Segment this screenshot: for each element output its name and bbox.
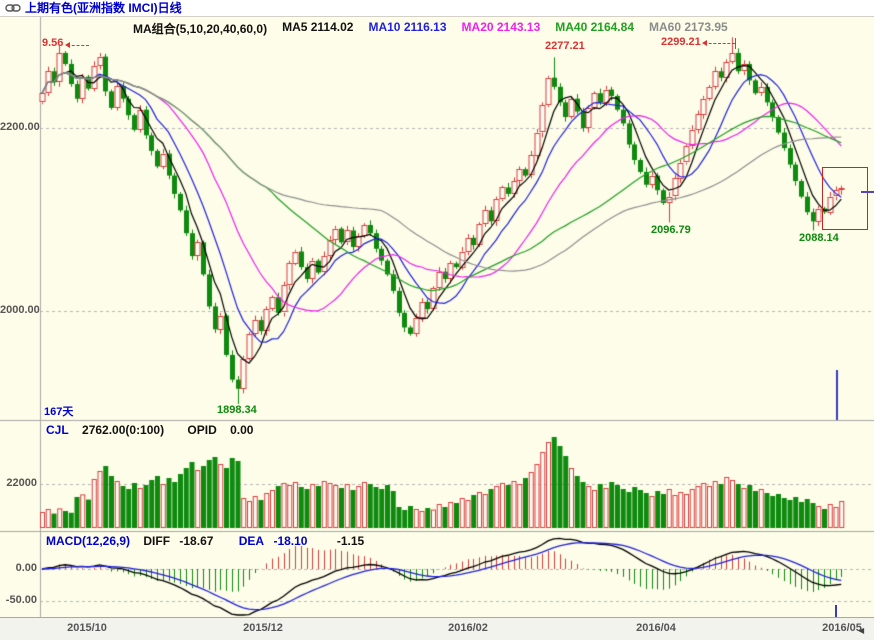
days-count-label: 167天 bbox=[44, 406, 74, 418]
price-ytick-2000: 2000.00 bbox=[0, 304, 40, 316]
annotation-high-feb: 2277.21 bbox=[545, 40, 585, 52]
title-bar: 上期有色(亚洲指数 IMCI)日线 bbox=[0, 0, 874, 17]
price-ytick-2200: 2200.00 bbox=[0, 121, 40, 133]
macd-ytick-zero: 0.00 bbox=[15, 562, 37, 574]
volume-value: 2762.00(0:100) bbox=[82, 423, 165, 437]
xtick-2016-05: 2016/05 bbox=[822, 622, 862, 634]
diff-value: -18.67 bbox=[179, 534, 214, 548]
chain-link-icon[interactable] bbox=[5, 3, 21, 13]
ma-legend: MA组合(5,10,20,40,60,0) MA5 2114.02 MA10 2… bbox=[133, 20, 728, 37]
xtick-2016-02: 2016/02 bbox=[448, 622, 488, 634]
ma-group-label: MA组合(5,10,20,40,60,0) bbox=[133, 22, 268, 36]
dash-arrow-high-apr bbox=[702, 38, 736, 49]
annotation-low-may: 2088.14 bbox=[799, 232, 839, 244]
annotation-high-apr: 2299.21 bbox=[661, 36, 701, 48]
cursor-tick bbox=[835, 605, 837, 617]
x-axis-bar: 2015/10 2015/12 2016/02 2016/04 2016/05 … bbox=[0, 617, 874, 640]
dash-arrow-first-high bbox=[65, 42, 89, 48]
ma40-legend: MA40 2164.84 bbox=[555, 20, 634, 34]
page-title: 上期有色(亚洲指数 IMCI)日线 bbox=[25, 0, 182, 15]
macd-hist-value: -1.15 bbox=[336, 534, 365, 548]
annotation-low-mar: 2096.79 bbox=[651, 224, 691, 236]
volume-panel-header: CJL 2762.00(0:100) OPID 0.00 bbox=[46, 423, 263, 437]
macd-indicator-name: MACD(12,26,9) bbox=[46, 534, 131, 548]
ma10-legend: MA10 2116.13 bbox=[368, 20, 447, 34]
xtick-2016-04: 2016/04 bbox=[636, 622, 676, 634]
opid-label: OPID bbox=[187, 423, 217, 437]
ma5-legend: MA5 2114.02 bbox=[282, 20, 354, 34]
scroll-left-arrow-icon[interactable]: ◀ bbox=[858, 626, 865, 635]
macd-ytick-minus50: -50.00 bbox=[5, 594, 37, 606]
price-marker-dash bbox=[861, 191, 874, 193]
chart-canvas[interactable] bbox=[0, 17, 874, 617]
dea-label: DEA bbox=[238, 534, 265, 548]
ma20-legend: MA20 2143.13 bbox=[461, 20, 541, 34]
xtick-2015-12: 2015/12 bbox=[243, 622, 283, 634]
dea-value: -18.10 bbox=[273, 534, 308, 548]
volume-indicator-name: CJL bbox=[46, 423, 69, 437]
ma60-legend: MA60 2173.95 bbox=[649, 20, 728, 34]
macd-panel-header: MACD(12,26,9) DIFF -18.67 DEA -18.10 -1.… bbox=[46, 534, 374, 548]
annotation-low-min: 1898.34 bbox=[217, 404, 257, 416]
opid-value: 0.00 bbox=[230, 423, 254, 437]
annotation-first-high: 9.56 bbox=[42, 37, 64, 49]
selection-box[interactable] bbox=[822, 167, 868, 230]
diff-label: DIFF bbox=[143, 534, 171, 548]
xtick-2015-10: 2015/10 bbox=[67, 622, 107, 634]
volume-ytick: 22000 bbox=[6, 477, 37, 489]
